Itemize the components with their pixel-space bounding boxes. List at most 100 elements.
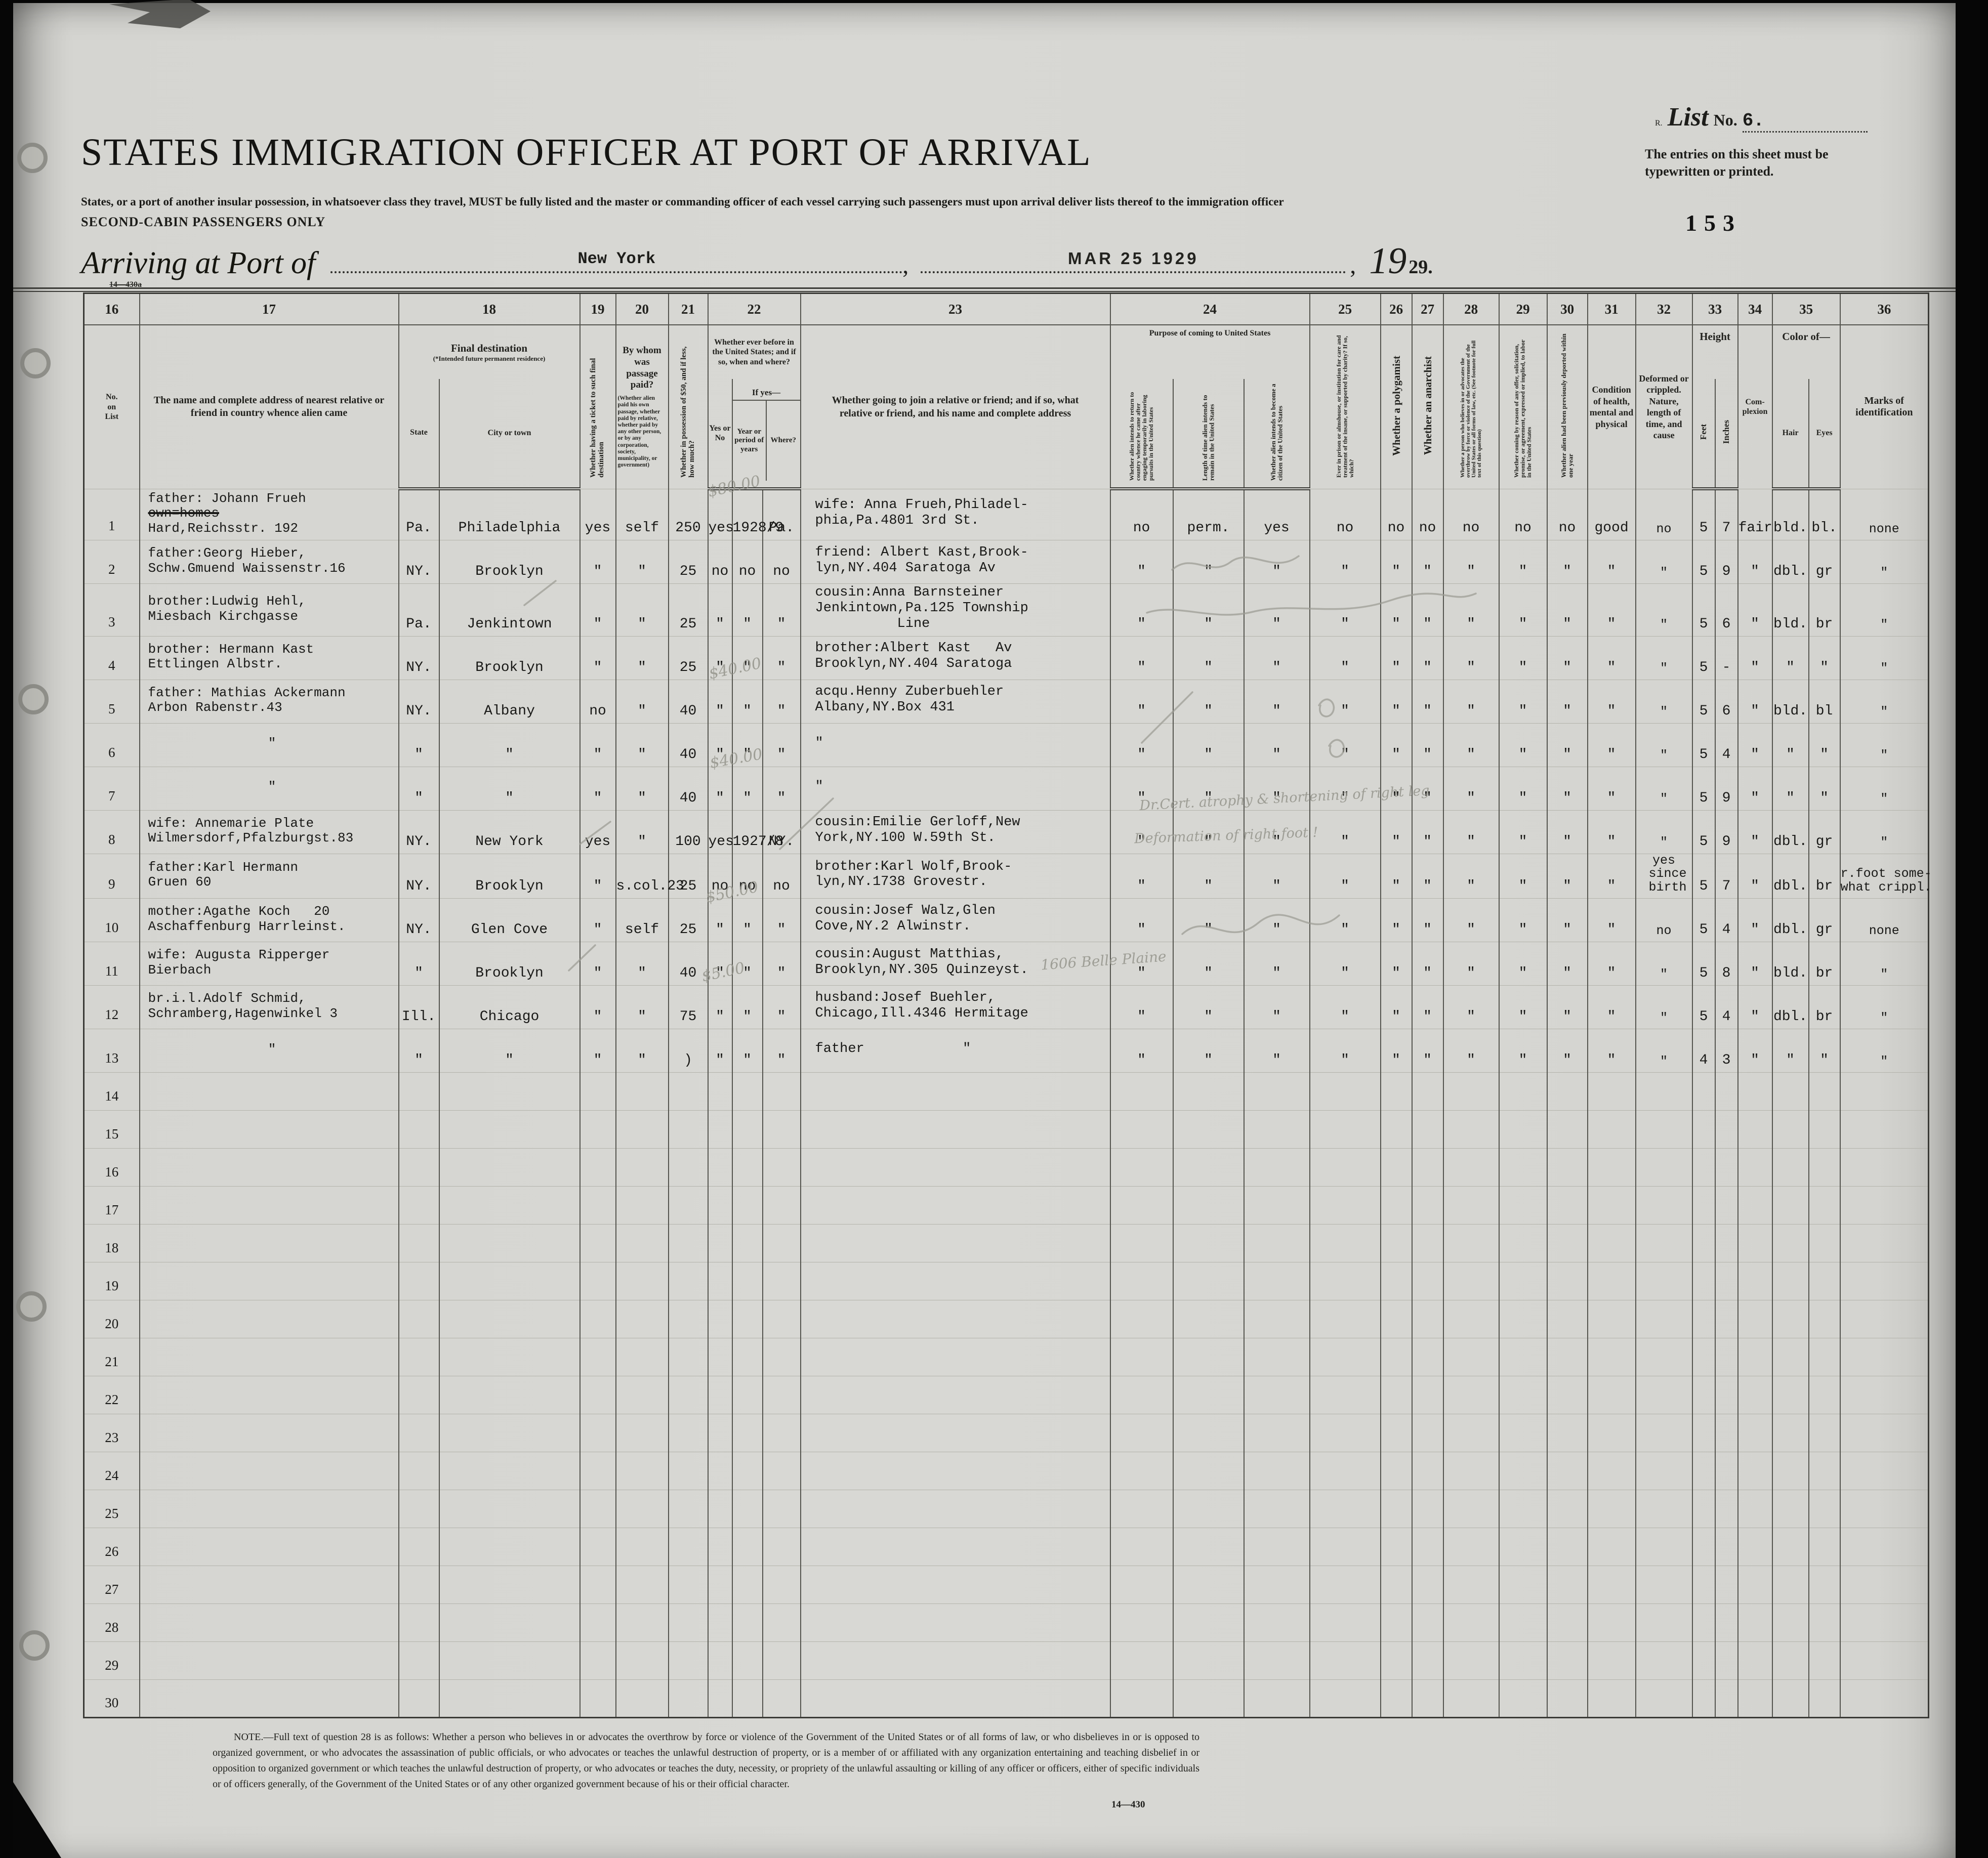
cell-empty	[668, 1148, 709, 1187]
cell-feet: 4	[1691, 1029, 1716, 1073]
cell-empty	[707, 1603, 733, 1642]
cell-intend_return: "	[1109, 540, 1174, 584]
cell-empty	[1243, 1072, 1310, 1111]
cell-empty	[1243, 1300, 1310, 1338]
cell-empty	[438, 1376, 581, 1414]
cell-empty	[1635, 1262, 1693, 1300]
cell-empty	[1498, 1376, 1548, 1414]
cell-prison: "	[1309, 540, 1381, 584]
cell-empty	[731, 1224, 763, 1262]
cell-prev_where: "	[762, 985, 801, 1029]
cell-empty	[1498, 1528, 1548, 1566]
cell-intend_return: "	[1109, 679, 1174, 724]
cell-empty	[1587, 1376, 1636, 1414]
cell-empty	[1546, 1148, 1588, 1187]
cell-empty	[1587, 1338, 1636, 1376]
cell-stay_length: "	[1172, 679, 1245, 724]
colnum-22: 22	[707, 293, 801, 325]
cell-ticket: yes	[579, 488, 616, 540]
manifest-row: 4 brother: Hermann Kast Ettlingen Albstr. N…	[83, 636, 1929, 680]
cell-join: acqu.Henny Zuberbuehler Albany,NY.Box 43…	[800, 679, 1111, 724]
cell-empty	[1411, 1072, 1444, 1111]
cell-empty	[800, 1110, 1111, 1149]
cell-anarchist: "	[1411, 583, 1444, 637]
cell-empty	[615, 1148, 669, 1187]
cell-intend_return: "	[1109, 1029, 1174, 1073]
cell-deported: "	[1546, 766, 1588, 811]
cell-empty	[707, 1300, 733, 1338]
cell-feet: 5	[1691, 723, 1716, 767]
cell-stay_length: "	[1172, 1029, 1245, 1073]
cell-empty	[1442, 1072, 1500, 1111]
cell-empty	[1808, 1262, 1841, 1300]
colnum-34: 34	[1737, 293, 1773, 325]
cell-empty	[1380, 1186, 1413, 1224]
cell-state: NY.	[398, 540, 440, 584]
cell-empty	[731, 1110, 763, 1149]
cell-empty	[1411, 1186, 1444, 1224]
cell-empty	[1309, 1641, 1381, 1680]
cell-prison: no	[1309, 488, 1381, 540]
intro-paragraph: States, or a port of another insular pos…	[81, 195, 1284, 208]
cell-health: "	[1587, 942, 1636, 986]
cell-complexion: "	[1737, 583, 1773, 637]
cell-paid: "	[615, 679, 669, 724]
cell-empty	[1309, 1300, 1381, 1338]
manifest-empty-row: 19	[83, 1262, 1929, 1300]
cell-hair: bld.	[1771, 679, 1809, 724]
cell-name: "	[139, 723, 399, 767]
cell-empty	[1635, 1186, 1693, 1224]
cell-empty	[1635, 1490, 1693, 1528]
cell-empty	[762, 1262, 801, 1300]
cell-state: "	[398, 723, 440, 767]
cell-polygamist: "	[1380, 766, 1413, 811]
cell-empty	[1839, 1300, 1929, 1338]
cell-prev_yn: "	[707, 679, 733, 724]
cell-complexion: "	[1737, 766, 1773, 811]
cell-feet: 5	[1691, 898, 1716, 942]
cell-marks: "	[1839, 985, 1929, 1029]
cell-intend_return: "	[1109, 583, 1174, 637]
cell-health: "	[1587, 540, 1636, 584]
cell-empty	[762, 1452, 801, 1490]
cell-n: 13	[83, 1029, 140, 1073]
cell-city: Jenkintown	[438, 583, 581, 637]
cell-name: mother:Agathe Koch 20 Aschaffenburg Harrl…	[139, 898, 399, 942]
cell-name: wife: Annemarie Plate Wilmersdorf,Pfalzbu…	[139, 810, 399, 854]
cell-empty	[1380, 1338, 1413, 1376]
cell-overthrow: no	[1442, 488, 1500, 540]
cell-prev_yn: no	[707, 540, 733, 584]
cell-empty	[1498, 1110, 1548, 1149]
cell-citizen: yes	[1243, 488, 1310, 540]
cell-empty	[1635, 1679, 1693, 1718]
cell-health: good	[1587, 488, 1636, 540]
cell-prev_where: "	[762, 723, 801, 767]
cell-empty	[1587, 1603, 1636, 1642]
cell-prev_year: no	[731, 853, 763, 899]
cell-deformed: "	[1635, 583, 1693, 637]
page-title: STATES IMMIGRATION OFFICER AT PORT OF AR…	[81, 131, 1092, 174]
cell-anarchist: no	[1411, 488, 1444, 540]
colnum-23: 23	[800, 293, 1111, 325]
date-field: MAR 25 1929	[921, 242, 1346, 273]
cell-paid: "	[615, 540, 669, 584]
cell-n: 3	[83, 583, 140, 637]
cell-marks: "	[1839, 1029, 1929, 1073]
cell-state: NY.	[398, 679, 440, 724]
manifest-rows: 1 father: Johann Frueh own=homes Hard,Reich…	[83, 488, 1932, 1718]
cell-empty	[1411, 1679, 1444, 1718]
cell-empty	[1380, 1641, 1413, 1680]
cell-prison: "	[1309, 810, 1381, 854]
cell-empty	[1411, 1148, 1444, 1187]
cell-empty	[1635, 1528, 1693, 1566]
cell-intend_return: no	[1109, 488, 1174, 540]
cell-empty	[1109, 1679, 1174, 1718]
cell-polygamist: "	[1380, 853, 1413, 899]
cell-intend_return: "	[1109, 810, 1174, 854]
cell-n: 19	[83, 1262, 140, 1300]
cell-empty	[1498, 1452, 1548, 1490]
cell-empty	[1109, 1528, 1174, 1566]
cell-money: 25	[668, 853, 709, 899]
colnum-31: 31	[1587, 293, 1636, 325]
cell-deformed: "	[1635, 636, 1693, 680]
